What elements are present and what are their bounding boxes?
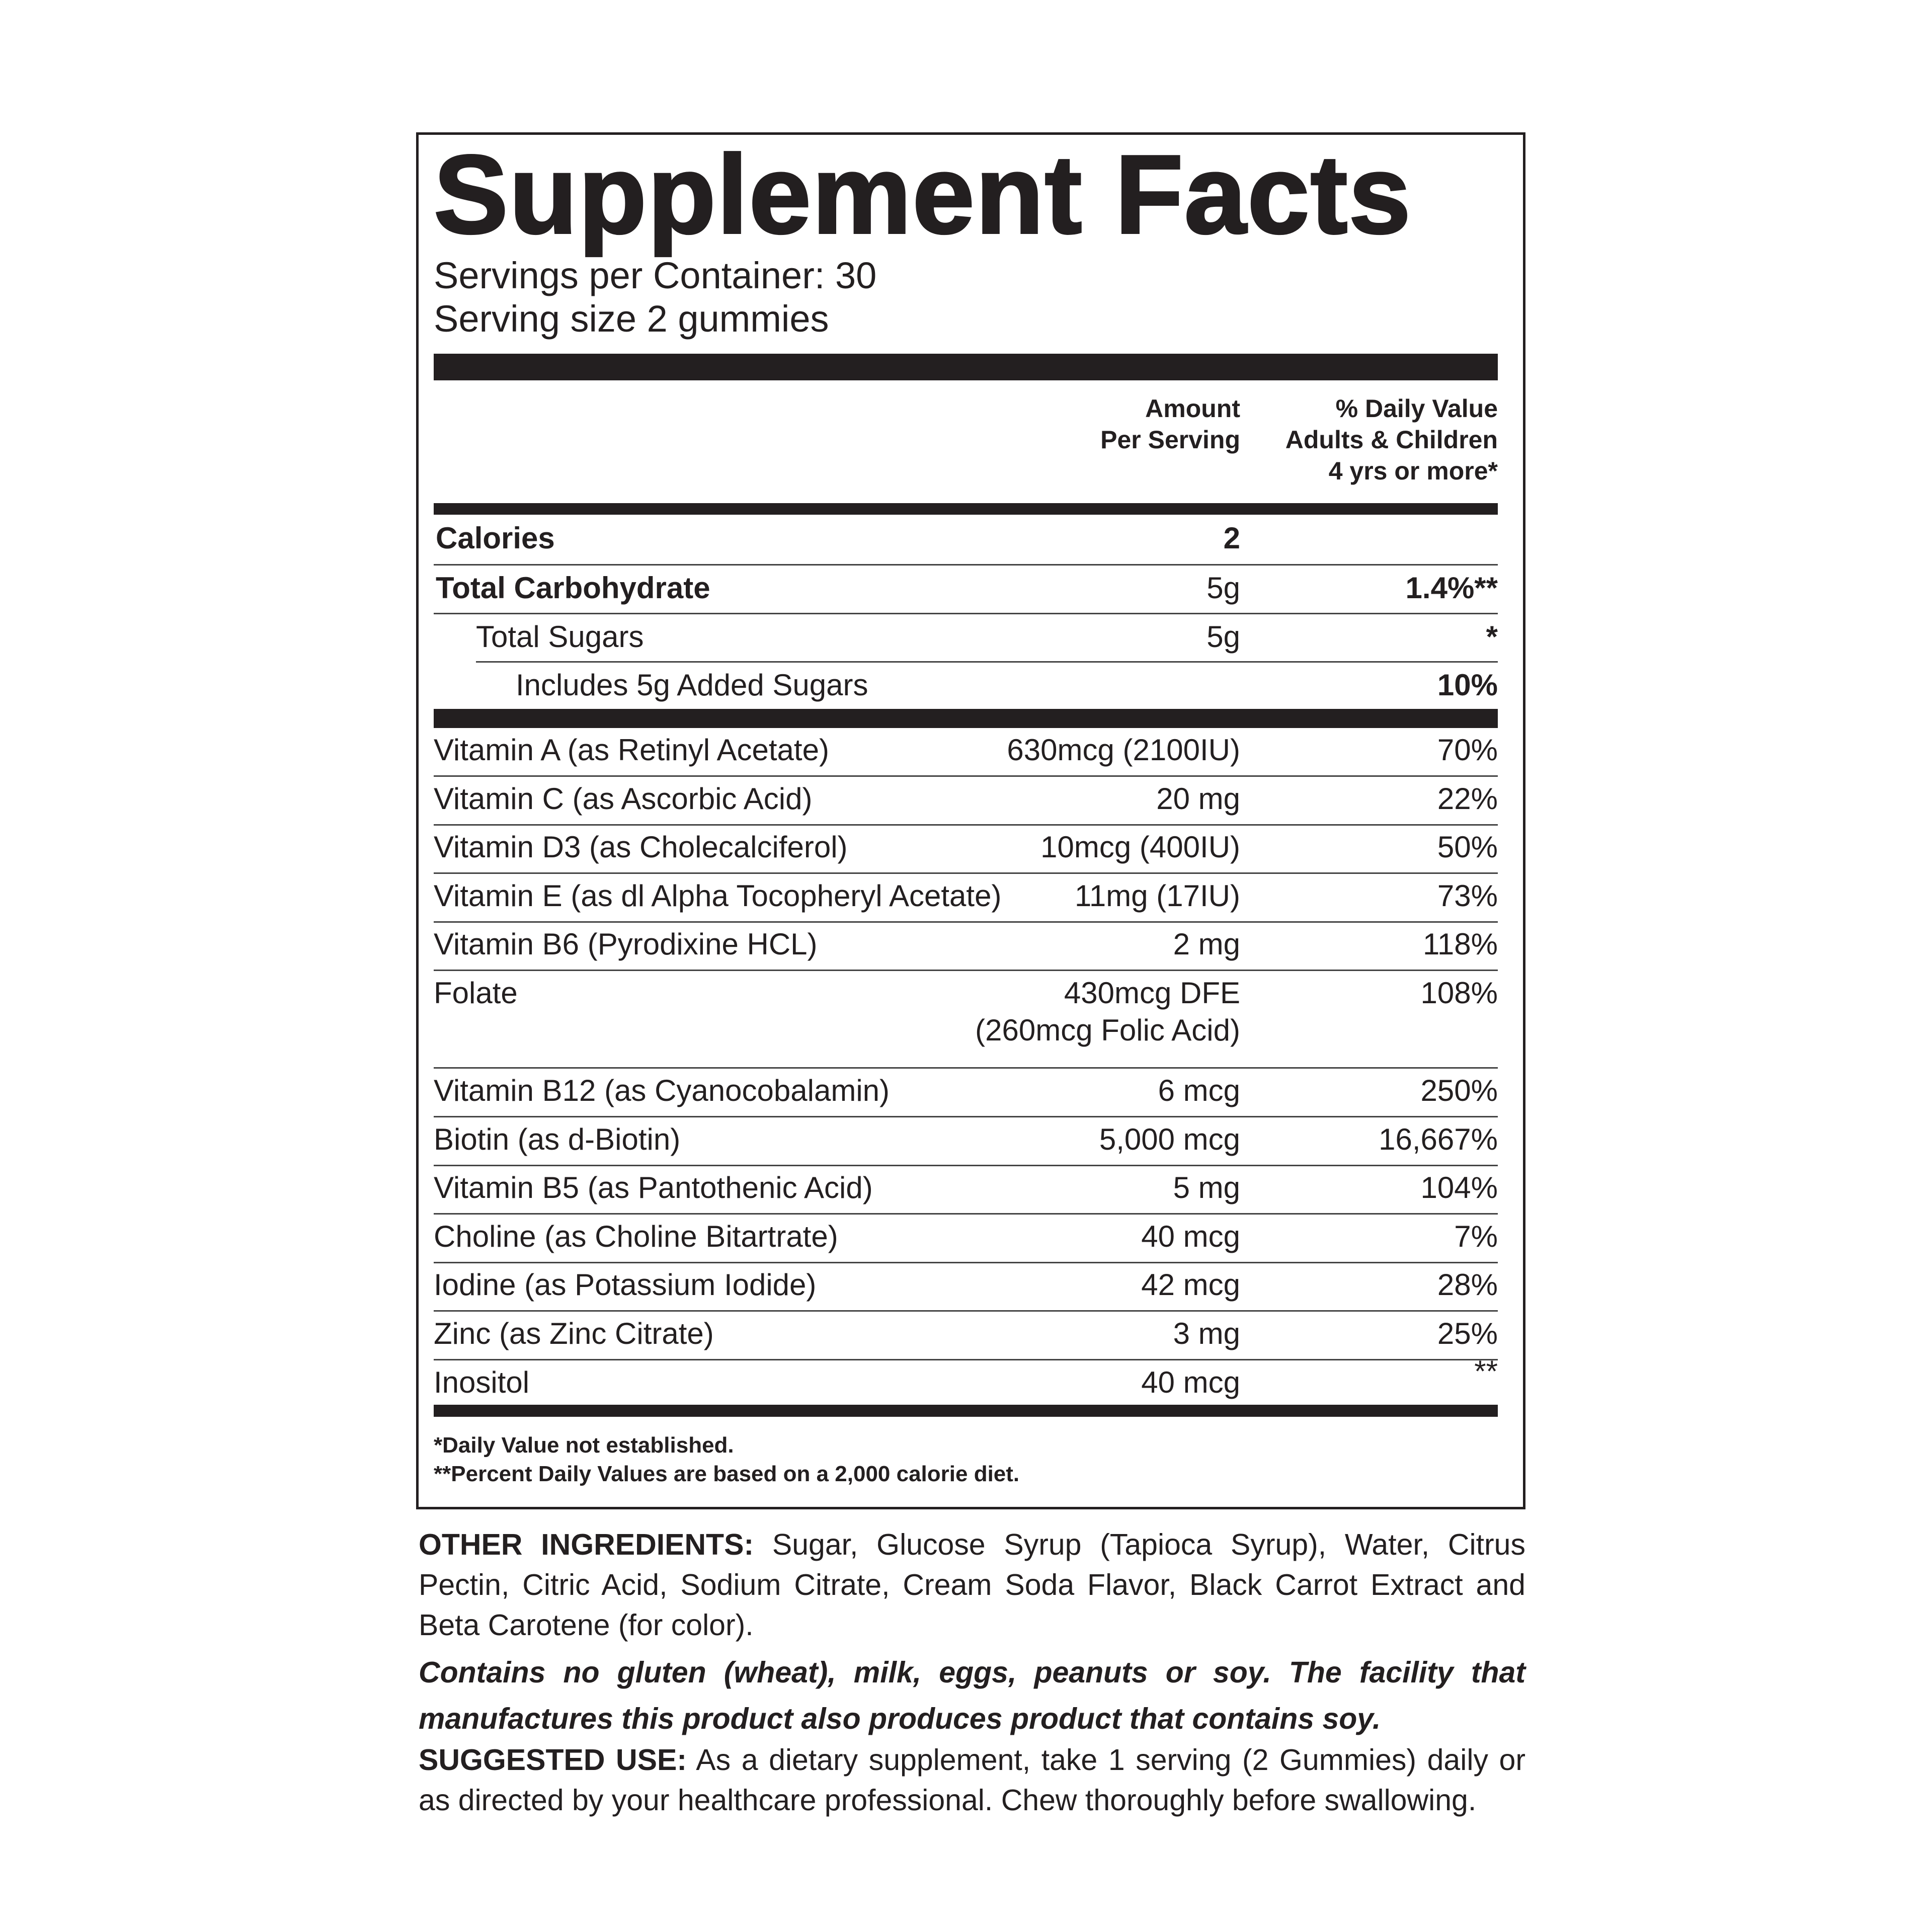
dv-header-line2: Adults & Children	[1285, 426, 1498, 454]
nutrient-name: Inositol	[434, 1365, 530, 1399]
nutrient-amount: 5g	[1206, 620, 1240, 654]
nutrient-name: Includes 5g Added Sugars	[516, 668, 868, 702]
nutrient-amount: 20 mg	[1156, 781, 1240, 816]
row-divider	[434, 824, 1498, 826]
nutrient-dv: 25%	[1437, 1317, 1498, 1350]
amount-header: Amount	[1145, 394, 1240, 423]
nutrient-amount: 2 mg	[1173, 927, 1240, 961]
supplement-facts-panel	[416, 132, 1525, 1509]
panel-title: Supplement Facts	[433, 131, 1412, 258]
dv-header: % Daily Value	[1335, 394, 1498, 423]
serving-size: Serving size 2 gummies	[434, 298, 829, 340]
nutrient-dv: *	[1486, 620, 1498, 654]
nutrient-amount: 10mcg (400IU)	[1040, 830, 1240, 864]
row-divider	[434, 1116, 1498, 1117]
servings-per-container: Servings per Container: 30	[434, 255, 877, 296]
nutrient-name: Vitamin A (as Retinyl Acetate)	[434, 733, 829, 767]
row-divider	[434, 970, 1498, 971]
nutrient-name: Vitamin E (as dl Alpha Tocopheryl Acetat…	[434, 878, 1002, 913]
row-divider	[434, 1213, 1498, 1215]
nutrient-amount: 3 mg	[1173, 1317, 1240, 1350]
nutrient-name: Vitamin B6 (Pyrodixine HCL)	[434, 927, 818, 961]
nutrient-dv: 73%	[1437, 878, 1498, 913]
nutrient-amount: 5g	[1206, 571, 1240, 605]
nutrient-amount: 11mg (17IU)	[1074, 878, 1240, 913]
nutrient-name: Iodine (as Potassium Iodide)	[434, 1268, 817, 1302]
nutrient-name: Total Carbohydrate	[436, 571, 710, 605]
row-divider	[434, 1067, 1498, 1069]
row-divider	[434, 613, 1498, 614]
nutrient-dv: 1.4%**	[1405, 571, 1498, 605]
nutrient-dv: 104%	[1420, 1171, 1498, 1205]
row-divider	[434, 1165, 1498, 1166]
nutrient-dv: 16,667%	[1379, 1122, 1498, 1156]
other-ingredients-text: Sugar, Glucose Syrup (Tapioca Syrup), Wa…	[419, 1528, 1525, 1642]
other-ingredients-label: OTHER INGREDIENTS:	[419, 1528, 754, 1561]
nutrient-dv: 108%	[1420, 976, 1498, 1010]
nutrient-name: Calories	[436, 521, 555, 555]
nutrient-name: Vitamin D3 (as Cholecalciferol)	[434, 830, 848, 864]
nutrient-amount: 630mcg (2100IU)	[1007, 733, 1240, 767]
nutrient-dv: 7%	[1454, 1219, 1498, 1253]
row-divider	[434, 1359, 1498, 1360]
nutrient-name: Choline (as Choline Bitartrate)	[434, 1219, 838, 1253]
row-divider	[476, 661, 1498, 663]
row-divider	[434, 1262, 1498, 1263]
row-divider	[434, 921, 1498, 923]
amount-header-line2: Per Serving	[1100, 426, 1240, 454]
nutrient-name: Total Sugars	[476, 620, 644, 654]
suggested-use-text: As a dietary supplement, take 1 serving …	[419, 1743, 1525, 1817]
nutrient-amount: 5,000 mcg	[1099, 1122, 1240, 1156]
nutrient-dv: 22%	[1437, 781, 1498, 816]
nutrient-name: Biotin (as d-Biotin)	[434, 1122, 681, 1156]
nutrient-name: Vitamin C (as Ascorbic Acid)	[434, 781, 813, 816]
nutrient-name: Folate	[434, 976, 518, 1010]
thick-divider	[434, 709, 1498, 728]
dv-header-line3: 4 yrs or more*	[1328, 457, 1498, 485]
nutrient-dv: 118%	[1422, 927, 1498, 961]
nutrient-amount: 6 mcg	[1158, 1074, 1240, 1107]
nutrient-dv: 28%	[1437, 1268, 1498, 1302]
nutrient-amount: 2	[1223, 521, 1240, 555]
footnote-dv-not-established: *Daily Value not established.	[434, 1433, 734, 1458]
medium-divider	[434, 503, 1498, 515]
footnote-percent-dv: **Percent Daily Values are based on a 2,…	[434, 1462, 1020, 1486]
row-divider	[434, 564, 1498, 566]
nutrient-name: Vitamin B12 (as Cyanocobalamin)	[434, 1074, 890, 1107]
nutrient-amount: 430mcg DFE	[1064, 976, 1240, 1010]
thick-divider	[434, 354, 1498, 380]
suggested-use: SUGGESTED USE: As a dietary supplement, …	[419, 1740, 1525, 1820]
nutrient-dv: **	[1474, 1354, 1498, 1388]
nutrient-dv: 10%	[1437, 668, 1498, 702]
row-divider	[434, 1310, 1498, 1312]
nutrient-dv: 250%	[1420, 1074, 1498, 1107]
allergen-statement: Contains no gluten (wheat), milk, eggs, …	[419, 1656, 1525, 1735]
nutrient-amount: 5 mg	[1173, 1171, 1240, 1205]
nutrient-name: Zinc (as Zinc Citrate)	[434, 1317, 714, 1350]
other-ingredients: OTHER INGREDIENTS: Sugar, Glucose Syrup …	[419, 1524, 1525, 1645]
nutrient-amount: 42 mcg	[1141, 1268, 1240, 1302]
nutrient-amount: 40 mcg	[1141, 1219, 1240, 1253]
nutrient-name: Vitamin B5 (as Pantothenic Acid)	[434, 1171, 873, 1205]
nutrient-amount-line2: (260mcg Folic Acid)	[975, 1013, 1240, 1047]
row-divider	[434, 775, 1498, 777]
nutrient-amount: 40 mcg	[1141, 1365, 1240, 1399]
suggested-use-label: SUGGESTED USE:	[419, 1743, 687, 1777]
thick-divider	[434, 1405, 1498, 1417]
row-divider	[434, 872, 1498, 874]
nutrient-dv: 70%	[1437, 733, 1498, 767]
nutrient-dv: 50%	[1437, 830, 1498, 864]
